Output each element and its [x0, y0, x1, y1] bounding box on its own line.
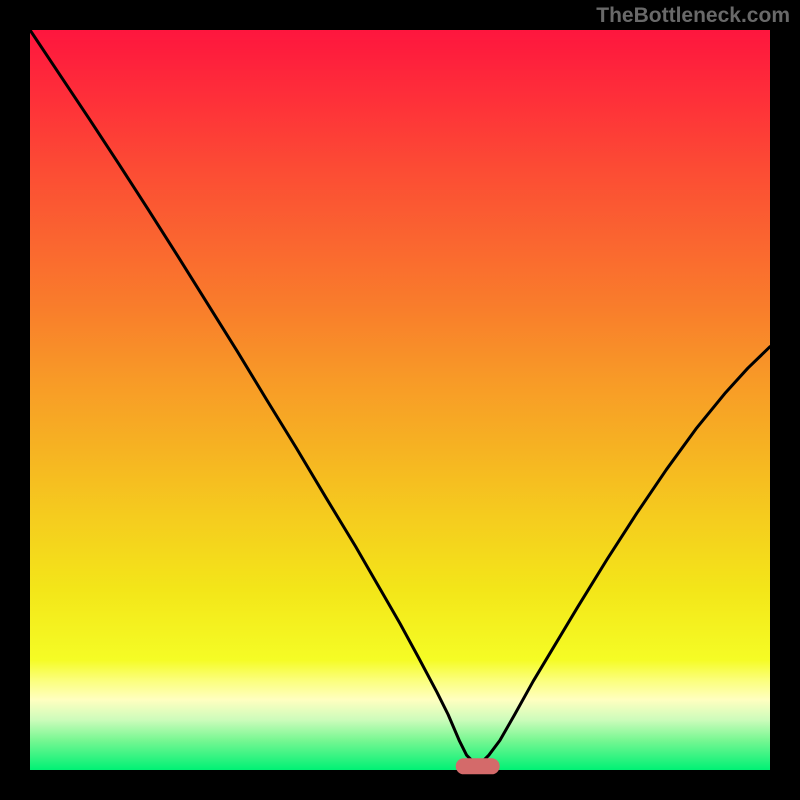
bottleneck-chart	[0, 0, 800, 800]
watermark-text: TheBottleneck.com	[596, 4, 790, 28]
optimal-point-marker	[456, 758, 500, 774]
gradient-plot-area	[30, 30, 770, 770]
